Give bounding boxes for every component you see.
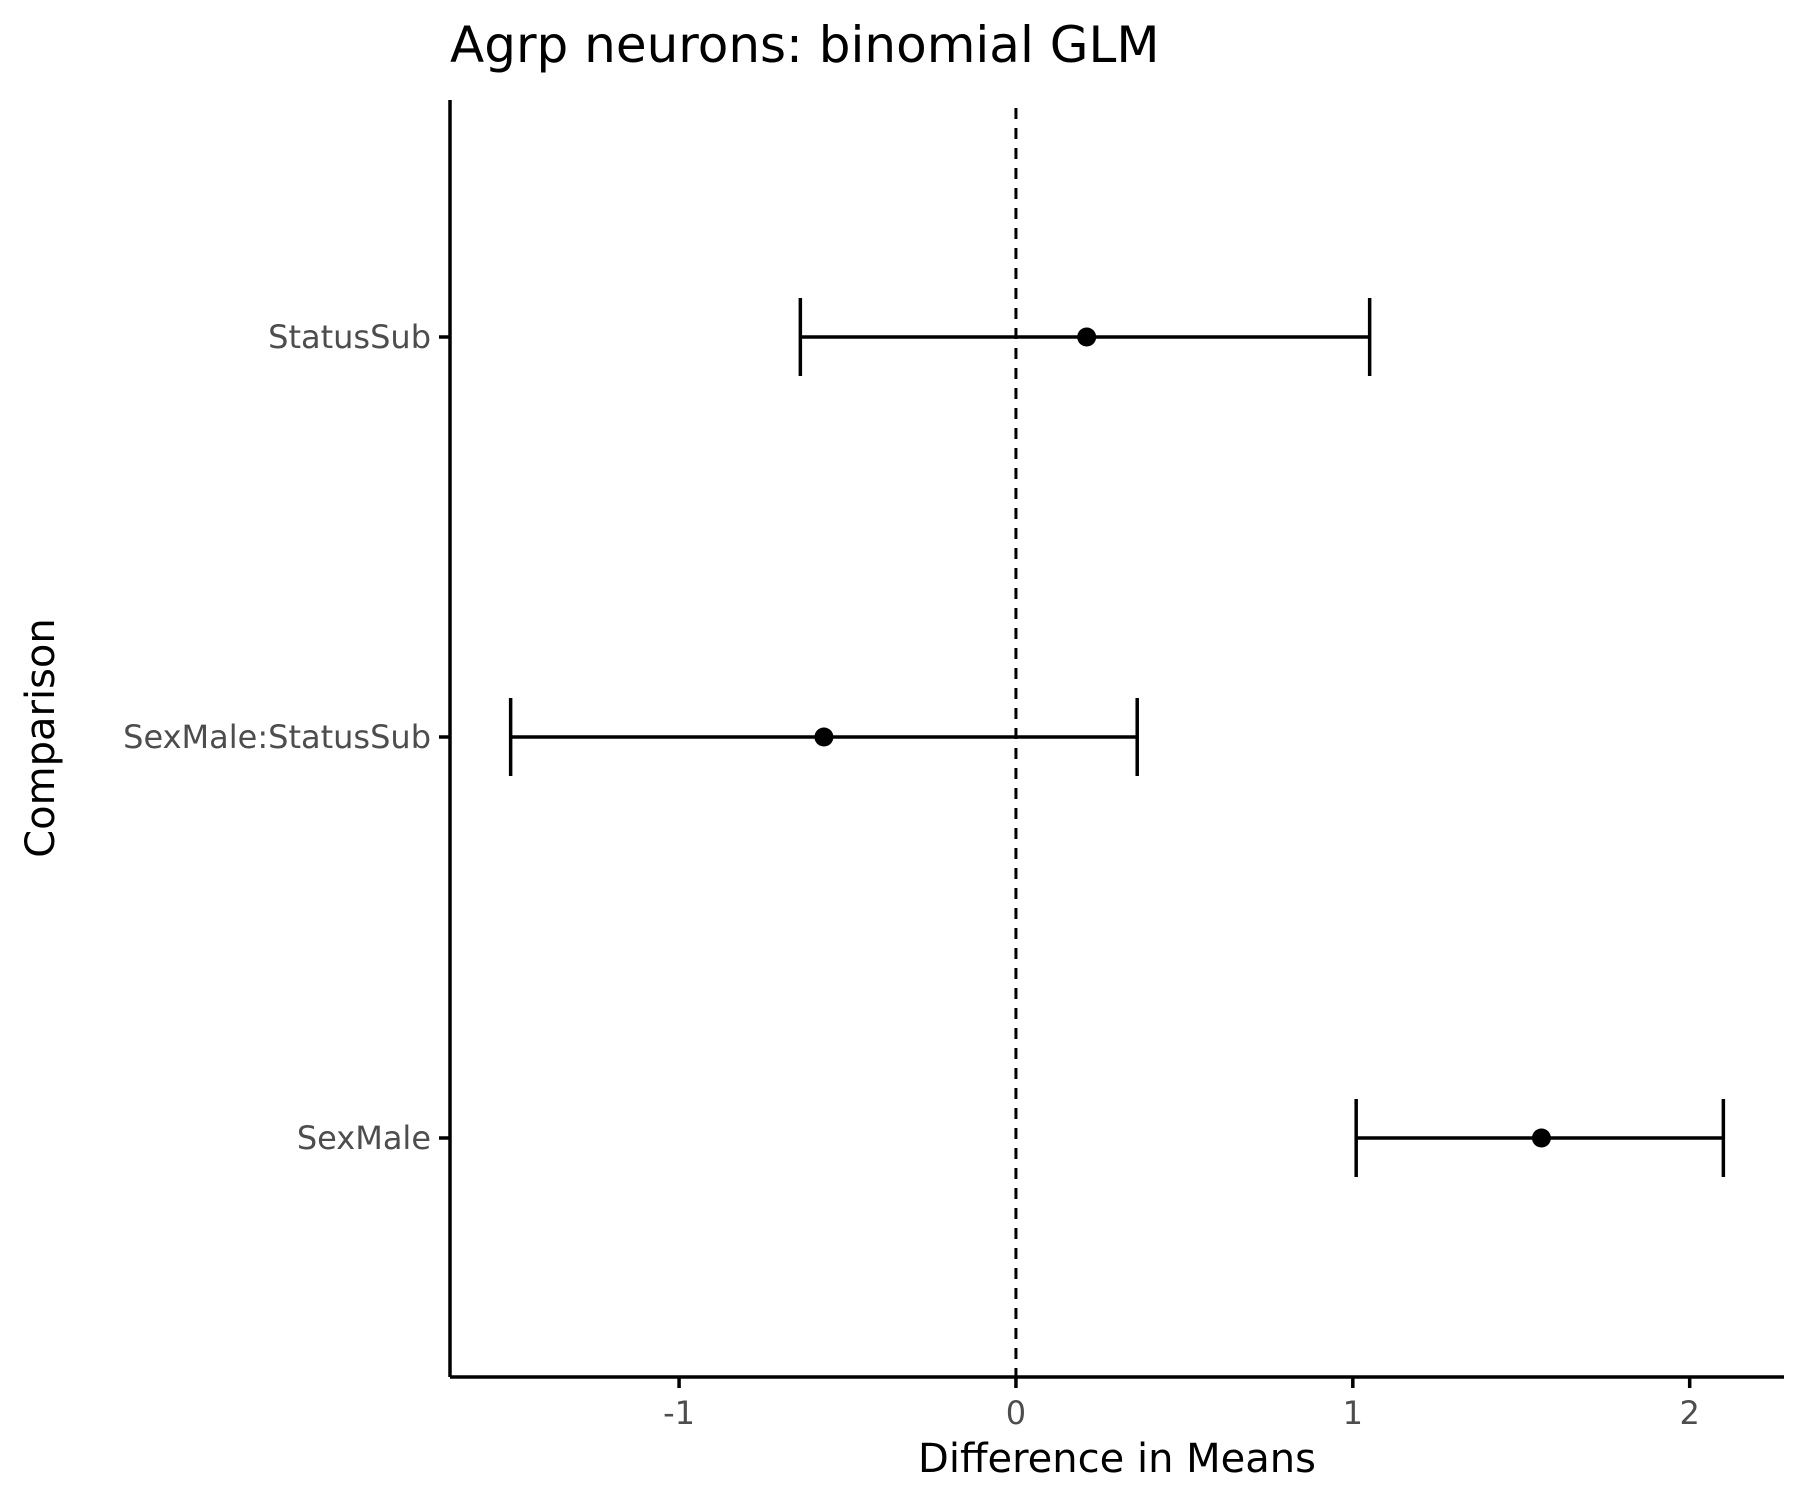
ci-marks (508, 298, 1726, 1177)
errorbar-1 (508, 698, 1139, 776)
estimate-point-0 (1077, 327, 1097, 347)
y-axis-ticks: StatusSub SexMale:StatusSub SexMale (123, 318, 450, 1157)
errorbar-0 (798, 298, 1372, 376)
x-axis-ticks: -1 0 1 2 (663, 1377, 1700, 1432)
y-axis-title: Comparison (18, 618, 64, 858)
x-tick-label-2: 1 (1343, 1394, 1363, 1432)
x-tick-label-0: -1 (663, 1394, 695, 1432)
y-tick-label-2: SexMale (297, 1119, 431, 1157)
x-tick-label-1: 0 (1006, 1394, 1026, 1432)
x-axis-title: Difference in Means (918, 1436, 1316, 1482)
estimate-point-1 (814, 727, 834, 747)
y-tick-label-1: SexMale:StatusSub (123, 718, 431, 756)
y-tick-label-0: StatusSub (268, 318, 431, 356)
plot-area: -1 0 1 2 StatusSub SexMale:StatusSub SexMale (123, 100, 1784, 1432)
estimate-point-2 (1531, 1128, 1551, 1148)
x-tick-label-3: 2 (1679, 1394, 1699, 1432)
errorbar-2 (1354, 1099, 1726, 1177)
chart-title: Agrp neurons: binomial GLM (450, 16, 1159, 74)
